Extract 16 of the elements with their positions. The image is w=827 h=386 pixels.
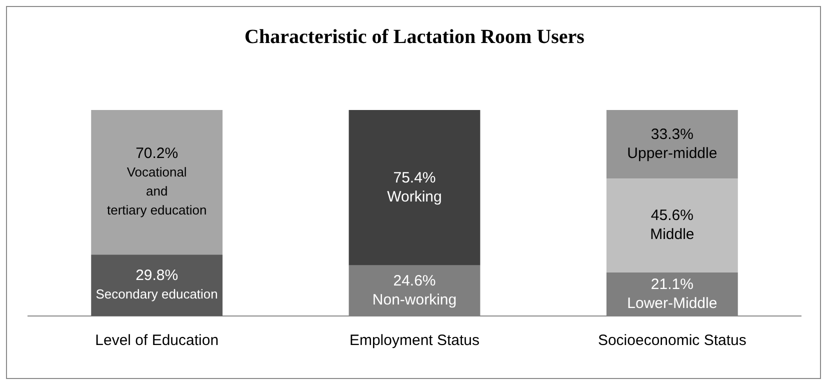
bar <box>606 110 738 179</box>
data-label: 29.8% Secondary education <box>96 266 218 302</box>
x-tick-label: Socioeconomic Status <box>598 332 746 350</box>
data-label: 75.4% Working <box>387 169 442 206</box>
data-label: 45.6% Middle <box>650 207 694 244</box>
data-label: 33.3% Upper-middle <box>627 126 718 162</box>
bar <box>348 110 480 266</box>
chart-title: Characteristic of Lactation Room Users <box>244 26 585 48</box>
bar <box>91 254 223 316</box>
data-label: 70.2% Vocational and tertiary education <box>106 144 207 218</box>
data-label: 24.6% Non-working <box>372 272 457 308</box>
x-tick-label: Employment Status <box>349 332 480 350</box>
bar <box>91 110 223 255</box>
bar <box>606 178 738 273</box>
data-label: 21.1% Lower-Middle <box>627 276 718 312</box>
x-tick-label: Level of Education <box>95 332 219 350</box>
